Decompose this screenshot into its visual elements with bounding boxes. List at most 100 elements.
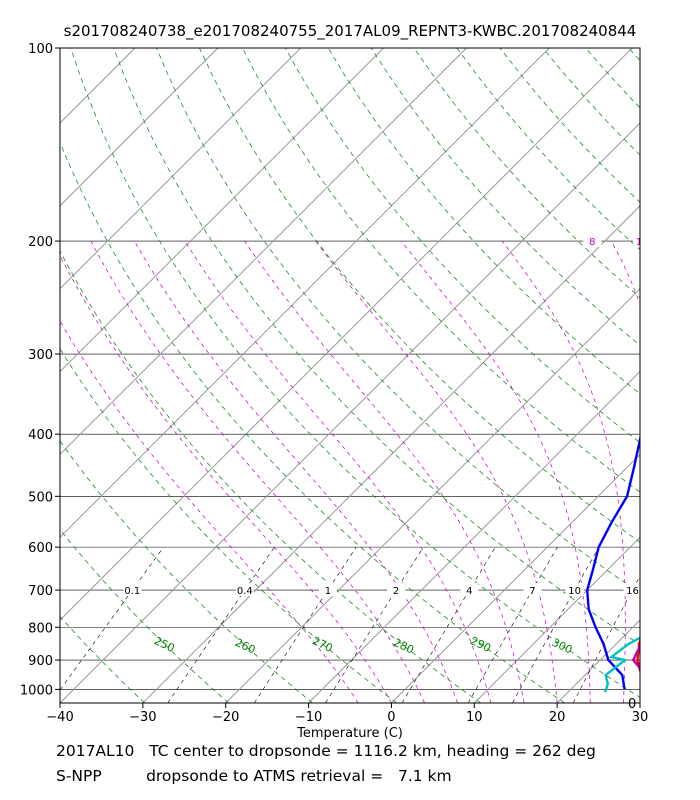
dry-adiabat — [327, 48, 640, 395]
dry-adiabat — [672, 48, 700, 703]
moist-adiabat — [60, 320, 359, 703]
y-tick-label: 600 — [28, 541, 53, 556]
moist-adiabat — [60, 254, 392, 703]
moist-label-bg — [633, 234, 640, 248]
dry-adiabat-label: 300 — [550, 636, 575, 657]
mixing-ratio-label: 1 — [325, 586, 331, 597]
isotherm-line — [60, 48, 384, 373]
isotherm-line — [0, 48, 52, 703]
x-tick-label: −40 — [46, 710, 73, 725]
plot-frame — [59, 47, 641, 704]
mixing-ratio-label-bg — [623, 583, 640, 597]
moist-adiabat — [244, 240, 525, 703]
dry-adiabat-label: 290 — [468, 634, 493, 655]
dry-adiabat-label: 270 — [310, 634, 335, 655]
moist-adiabat — [501, 240, 626, 703]
dry-adiabat — [413, 48, 640, 298]
moist-adiabat — [90, 240, 425, 703]
isotherm-line — [556, 619, 640, 703]
y-tick-label: 400 — [28, 428, 53, 443]
dry-adiabat — [70, 48, 640, 698]
footer-line-2: S-NPP dropsonde to ATMS retrieval = 7.1 … — [56, 767, 452, 785]
y-tick-label: 700 — [28, 584, 53, 599]
mixing-ratio-label: 0.4 — [237, 586, 253, 597]
dry-adiabat — [199, 48, 640, 543]
x-tick-label: 20 — [549, 710, 566, 725]
mixing-ratio-label-bg — [523, 583, 542, 597]
dry-adiabat — [456, 48, 640, 251]
moist-adiabat — [315, 240, 558, 703]
isotherm-line — [391, 453, 640, 703]
dry-adiabat — [60, 529, 229, 703]
dry-adiabat — [628, 48, 640, 61]
mixing-ratio-label-bg — [318, 583, 337, 597]
x-tick-label: −20 — [212, 710, 239, 725]
dry-adiabat — [60, 250, 482, 703]
mixing-ratio-line — [60, 546, 164, 691]
isotherm-line — [60, 48, 136, 124]
isotherm-line — [60, 48, 550, 538]
dry-adiabat — [113, 48, 640, 646]
profile-series-line — [631, 642, 640, 670]
dry-adiabat — [156, 48, 640, 594]
mixing-ratio-line — [167, 546, 275, 703]
isotherm-line — [60, 48, 219, 207]
moist-adiabat-label: 8 — [589, 237, 595, 248]
isotherm-line — [60, 122, 640, 703]
isotherm-line — [308, 370, 640, 703]
isotherm-line — [60, 48, 302, 290]
dry-adiabat-label: 280 — [391, 636, 416, 657]
moist-adiabat — [401, 240, 591, 703]
moist-adiabat — [690, 241, 700, 703]
y-tick-label: 1000 — [20, 683, 53, 698]
y-tick-label: 800 — [28, 621, 53, 636]
x-tick-label: 0 — [387, 710, 395, 725]
moist-label-bg — [695, 234, 700, 247]
dry-adiabat — [60, 701, 61, 703]
moist-adiabat — [134, 240, 459, 703]
dry-adiabat — [60, 440, 313, 703]
y-tick-label: 200 — [28, 235, 53, 250]
mixing-ratio-line — [467, 546, 558, 703]
dry-adiabat — [370, 48, 640, 346]
dry-adiabat — [585, 48, 640, 109]
mixing-ratio-label-bg — [387, 583, 406, 597]
isotherm-line — [639, 702, 640, 703]
y-tick-label: 300 — [28, 348, 53, 363]
x-tick-label: −10 — [295, 710, 322, 725]
mixing-ratio-label-bg — [460, 583, 479, 597]
moist-adiabat — [184, 240, 492, 703]
mixing-ratio-label: 2 — [393, 586, 399, 597]
moist-adiabat-label: 12 — [636, 237, 649, 248]
profile-series-line — [636, 636, 640, 675]
footer-line-1: 2017AL10 TC center to dropsonde = 1116.2… — [56, 742, 596, 760]
x-tick-label: −30 — [129, 710, 156, 725]
corner-label: 0 — [628, 697, 636, 712]
chart-title: s201708240738_e201708240755_2017AL09_REP… — [63, 22, 637, 40]
plot-area: 2502602702802903000.10.41247101681216202… — [0, 48, 700, 703]
mixing-ratio-label: 16 — [626, 586, 639, 597]
x-axis-label: Temperature (C) — [296, 726, 403, 740]
y-tick-label: 900 — [28, 654, 53, 669]
profile-series-line — [604, 636, 640, 693]
mixing-ratio-label-bg — [235, 583, 254, 597]
mixing-ratio-line — [254, 546, 357, 703]
mixing-ratio-label: 10 — [568, 586, 581, 597]
mixing-ratio-label: 7 — [529, 586, 535, 597]
dry-adiabat — [242, 48, 640, 493]
dry-adiabat — [499, 48, 640, 203]
y-tick-label: 100 — [28, 42, 53, 57]
mixing-ratio-line — [572, 575, 640, 703]
mixing-ratio-line — [325, 546, 424, 703]
x-tick-label: 30 — [632, 710, 649, 725]
y-tick-label: 500 — [28, 490, 53, 505]
isotherm-line — [60, 48, 467, 456]
dry-adiabat — [284, 48, 640, 444]
dry-adiabat — [60, 141, 566, 703]
skewt-plot: 2502602702802903000.10.41247101681216202… — [0, 42, 700, 740]
isotherm-line — [225, 288, 640, 703]
dry-adiabat — [60, 615, 145, 703]
mixing-ratio-line — [512, 546, 600, 703]
mixing-ratio-label: 0.1 — [124, 586, 140, 597]
